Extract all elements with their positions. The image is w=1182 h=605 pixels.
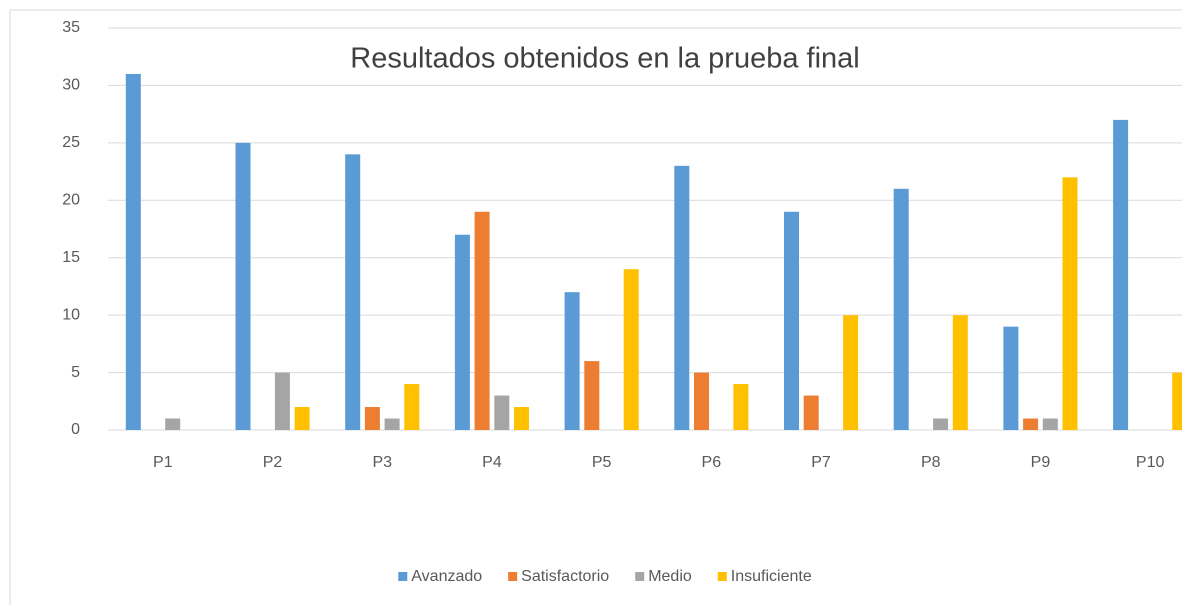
bar	[564, 292, 580, 430]
y-tick-label: 35	[62, 19, 80, 36]
bar	[843, 315, 859, 430]
y-tick-label: 20	[62, 192, 80, 209]
y-tick-label: 15	[62, 249, 80, 266]
bar	[893, 188, 909, 430]
legend-label: Satisfactorio	[521, 568, 609, 585]
x-tick-label: P4	[482, 454, 502, 471]
legend-swatch	[635, 572, 645, 581]
legend-swatch	[398, 572, 408, 581]
legend-label: Medio	[648, 568, 692, 585]
y-tick-label: 10	[62, 306, 80, 323]
bar	[1003, 326, 1019, 430]
bar	[933, 418, 949, 430]
bar	[784, 211, 799, 430]
x-tick-label: P6	[702, 454, 722, 471]
bar	[474, 211, 490, 430]
legend-label: Insuficiente	[731, 568, 812, 585]
chart-title: Resultados obtenidos en la prueba final	[350, 43, 859, 75]
bar	[694, 372, 709, 430]
x-tick-label: P9	[1031, 454, 1051, 471]
bar	[165, 418, 181, 430]
bar	[952, 315, 968, 430]
bar	[1113, 119, 1129, 430]
bar	[294, 407, 310, 430]
bar	[1042, 418, 1058, 430]
bar	[274, 372, 290, 430]
bar	[235, 142, 251, 430]
y-tick-label: 0	[71, 421, 80, 438]
bar	[1172, 372, 1182, 430]
bar	[345, 154, 361, 431]
x-tick-label: P8	[921, 454, 941, 471]
bar	[125, 73, 141, 430]
x-tick-label: P7	[811, 454, 831, 471]
bar	[384, 418, 400, 430]
bar	[494, 395, 510, 430]
x-tick-label: P3	[372, 454, 392, 471]
y-tick-label: 30	[62, 77, 80, 94]
y-tick-label: 5	[71, 364, 80, 381]
bar	[1023, 418, 1039, 430]
x-tick-label: P5	[592, 454, 612, 471]
bar	[454, 234, 470, 430]
chart-border	[9, 9, 1182, 605]
bar	[733, 384, 749, 430]
bar	[1062, 177, 1078, 430]
bar	[584, 361, 600, 430]
legend-swatch	[508, 572, 518, 581]
bar	[803, 395, 819, 430]
bar	[674, 165, 690, 431]
bar	[514, 407, 529, 430]
legend-label: Avanzado	[411, 568, 482, 585]
x-tick-label: P1	[153, 454, 173, 471]
legend-swatch	[717, 572, 727, 581]
bar	[623, 269, 639, 430]
bar	[404, 384, 420, 430]
y-tick-label: 25	[62, 134, 80, 151]
x-tick-label: P2	[263, 454, 283, 471]
x-tick-label: P10	[1136, 454, 1165, 471]
bar	[364, 407, 380, 430]
